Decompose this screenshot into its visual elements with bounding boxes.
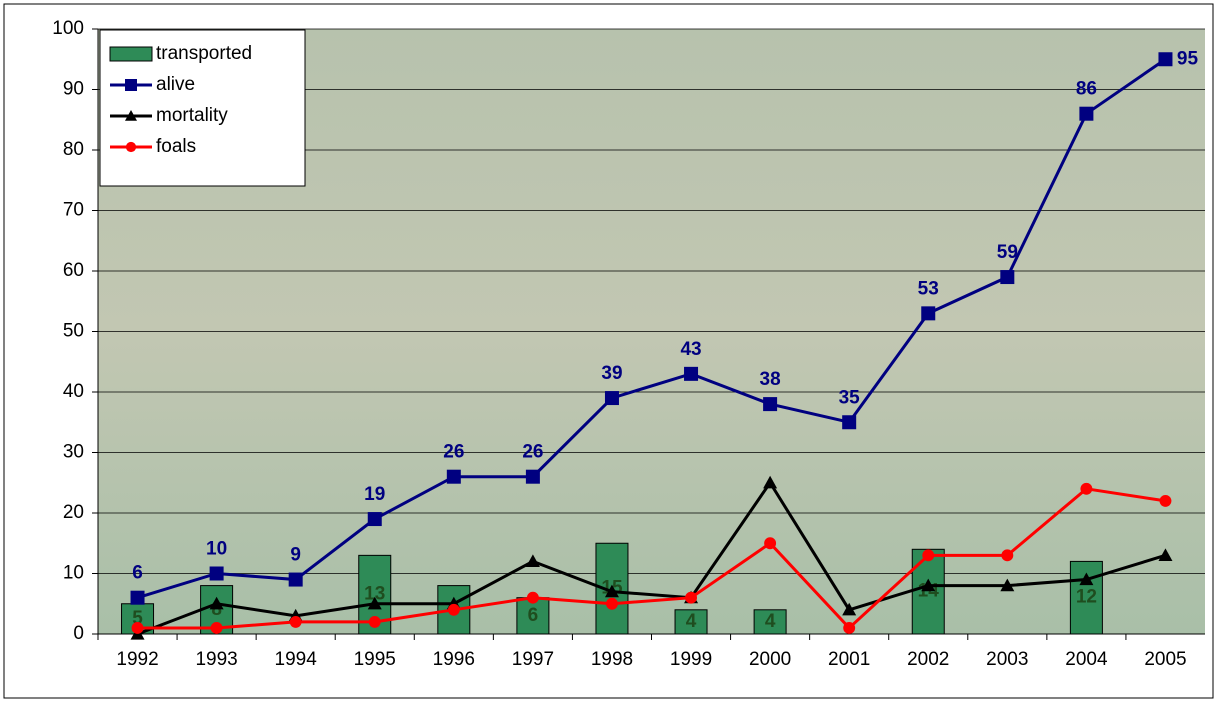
marker — [446, 469, 461, 484]
marker — [1000, 270, 1015, 285]
marker — [606, 597, 618, 610]
data-label: 59 — [997, 242, 1018, 263]
x-tick-label: 2001 — [828, 649, 870, 670]
data-label: 5 — [132, 608, 143, 629]
y-tick-label: 50 — [63, 321, 84, 342]
data-label: 4 — [686, 611, 697, 632]
x-tick-label: 1994 — [275, 649, 318, 670]
marker — [685, 591, 697, 604]
legend-label: mortality — [156, 105, 228, 126]
legend-marker — [125, 141, 137, 153]
marker — [1079, 106, 1094, 121]
marker — [604, 584, 619, 598]
data-label: 26 — [443, 442, 464, 463]
marker — [763, 475, 778, 489]
legend-marker — [125, 110, 137, 121]
marker — [842, 415, 857, 430]
marker — [684, 366, 699, 381]
marker — [289, 615, 302, 628]
bar — [437, 585, 471, 635]
data-label: 19 — [364, 484, 385, 505]
data-label: 35 — [839, 387, 861, 408]
data-label: 9 — [290, 545, 301, 566]
data-label: 39 — [601, 363, 622, 384]
marker — [367, 596, 382, 610]
data-label: 13 — [364, 584, 385, 605]
line — [137, 480, 1166, 636]
marker — [368, 615, 381, 628]
y-tick-label: 10 — [63, 563, 84, 584]
data-label: 38 — [760, 369, 781, 390]
line — [137, 58, 1167, 600]
marker — [1079, 572, 1094, 586]
marker — [210, 622, 223, 634]
marker — [526, 591, 539, 604]
data-label: 43 — [680, 339, 701, 360]
data-label: 95 — [1177, 48, 1199, 69]
x-tick-label: 1995 — [354, 649, 396, 670]
data-label: 86 — [1076, 79, 1097, 100]
y-tick-label: 0 — [73, 623, 84, 644]
marker — [922, 549, 935, 562]
x-tick-label: 2000 — [749, 649, 791, 670]
legend-marker — [125, 79, 137, 91]
y-tick-label: 30 — [63, 442, 84, 463]
marker — [1080, 482, 1093, 495]
marker — [525, 469, 540, 484]
bar — [516, 597, 550, 635]
data-label: 12 — [1076, 587, 1097, 608]
legend-label: alive — [156, 74, 195, 95]
marker — [209, 566, 224, 581]
marker — [763, 397, 778, 412]
marker — [288, 572, 303, 587]
marker — [1001, 549, 1014, 562]
marker — [921, 578, 936, 592]
data-label: 10 — [206, 539, 227, 560]
x-tick-label: 1993 — [195, 649, 237, 670]
x-tick-label: 1998 — [591, 649, 633, 670]
marker — [1158, 52, 1173, 67]
y-tick-label: 40 — [63, 381, 84, 402]
marker — [1000, 578, 1015, 592]
marker — [1158, 548, 1173, 561]
marker — [447, 603, 460, 616]
y-tick-label: 100 — [52, 18, 84, 39]
bar — [674, 609, 708, 635]
x-tick-label: 1992 — [116, 649, 158, 670]
x-tick-label: 2002 — [907, 649, 949, 670]
marker — [209, 596, 224, 610]
marker — [367, 512, 382, 527]
marker — [130, 590, 145, 605]
marker — [842, 602, 857, 616]
y-tick-label: 70 — [63, 200, 84, 221]
data-label: 53 — [918, 278, 939, 299]
legend-swatch — [109, 46, 153, 62]
x-tick-label: 2005 — [1144, 649, 1186, 670]
data-label: 6 — [528, 605, 539, 626]
x-tick-label: 2004 — [1065, 649, 1108, 670]
data-label: 26 — [522, 442, 543, 463]
y-tick-label: 20 — [63, 502, 84, 523]
marker — [1159, 494, 1172, 507]
y-tick-label: 60 — [63, 260, 84, 281]
x-tick-label: 1996 — [433, 649, 475, 670]
data-label: 6 — [132, 563, 143, 584]
y-tick-label: 90 — [63, 79, 84, 100]
marker — [131, 622, 144, 634]
x-tick-label: 2003 — [986, 649, 1028, 670]
marker — [843, 622, 856, 634]
marker — [525, 554, 540, 567]
x-tick-label: 1999 — [670, 649, 712, 670]
line — [137, 487, 1166, 631]
bar — [753, 609, 787, 635]
marker — [604, 391, 619, 406]
data-label: 4 — [765, 611, 776, 632]
legend-label: foals — [156, 136, 196, 157]
y-tick-label: 80 — [63, 139, 84, 160]
legend-label: transported — [156, 43, 252, 64]
x-tick-label: 1997 — [512, 649, 554, 670]
marker — [921, 306, 936, 321]
marker — [764, 537, 777, 550]
